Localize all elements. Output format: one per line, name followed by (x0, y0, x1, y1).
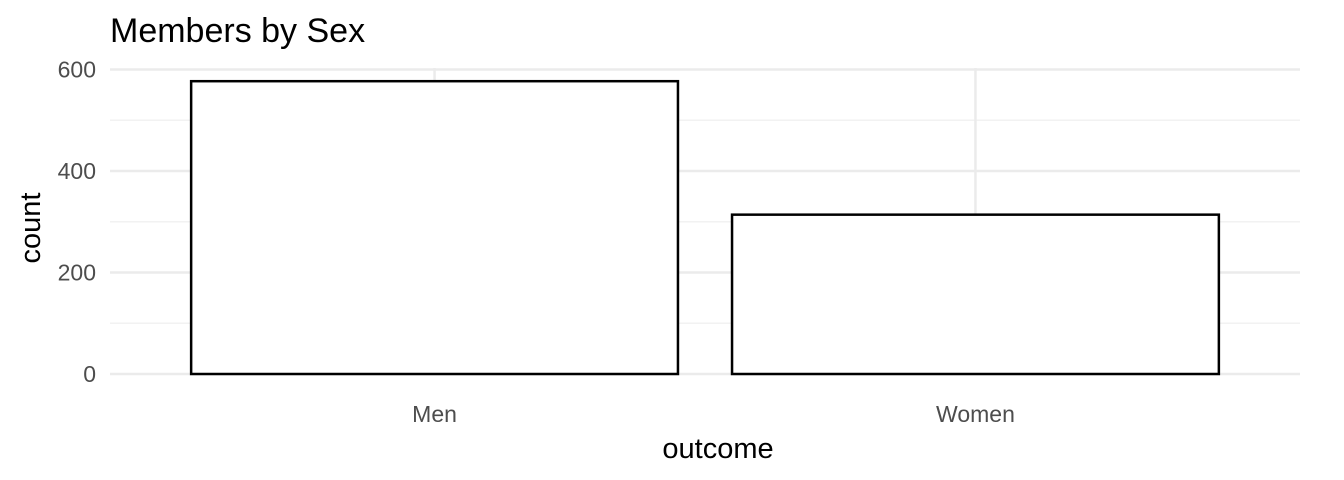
bar-layer (189, 79, 1221, 376)
chart-title: Members by Sex (110, 12, 365, 50)
x-axis-title: outcome (662, 433, 773, 465)
x-tick-label: Men (412, 401, 457, 427)
y-axis-ticks: 0 200 400 600 (58, 57, 96, 387)
bar-men (189, 79, 680, 376)
x-axis-ticks: Men Women (412, 401, 1015, 427)
y-tick-label: 600 (58, 57, 96, 83)
y-tick-label: 200 (58, 260, 96, 286)
x-tick-label: Women (936, 401, 1015, 427)
bar-women (730, 213, 1221, 376)
y-tick-label: 400 (58, 158, 96, 184)
y-tick-label: 0 (83, 361, 96, 387)
y-axis-title: count (15, 193, 47, 264)
